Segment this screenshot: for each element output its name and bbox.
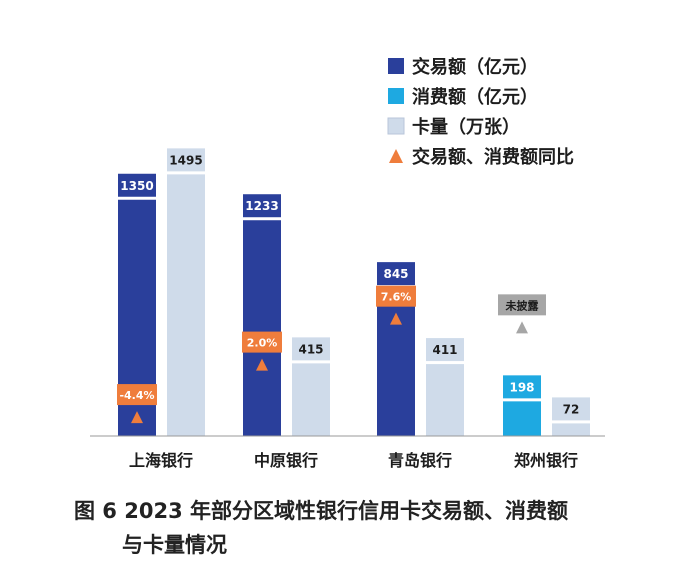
bar-cards-0 bbox=[167, 174, 205, 436]
legend-label-0: 交易额（亿元） bbox=[412, 56, 538, 78]
data-label-primary-0: 1350 bbox=[120, 179, 153, 193]
data-label-cards-1: 415 bbox=[298, 342, 323, 356]
caption-line-1: 图 6 2023 年部分区域性银行信用卡交易额、消费额 bbox=[74, 499, 568, 523]
chart-svg: 交易额（亿元） 消费额（亿元） 卡量（万张） 交易额、消费额同比 1350 1495 -4… bbox=[90, 56, 605, 470]
legend-swatch-1 bbox=[388, 88, 404, 104]
yoy-marker-0 bbox=[131, 411, 143, 424]
yoy-marker-2 bbox=[390, 312, 402, 325]
data-label-primary-1-bg bbox=[243, 194, 281, 218]
data-label-primary-3: 198 bbox=[509, 380, 534, 394]
yoy-label-bg-0 bbox=[117, 384, 157, 406]
yoy-label-bg-2 bbox=[376, 285, 416, 307]
data-label-cards-3-bg bbox=[552, 397, 590, 421]
bars-layer: 1350 1495 -4.4% 1233 415 2.0% 845 411 7.6% 198 72 未… bbox=[117, 148, 590, 436]
legend-swatch-2 bbox=[387, 117, 405, 135]
bar-cards-1 bbox=[292, 363, 330, 436]
yoy-marker-1 bbox=[256, 358, 268, 371]
yoy-label-0: -4.4% bbox=[119, 389, 154, 402]
data-label-primary-3-bg bbox=[503, 375, 541, 399]
bar-cards-2 bbox=[426, 364, 464, 436]
data-label-primary-0-bg bbox=[118, 173, 156, 197]
data-label-cards-0: 1495 bbox=[169, 153, 202, 167]
legend-label-3: 交易额、消费额同比 bbox=[412, 146, 574, 168]
figure-caption: 图 6 2023 年部分区域性银行信用卡交易额、消费额 与卡量情况 bbox=[74, 494, 674, 562]
data-label-cards-3: 72 bbox=[563, 402, 580, 416]
data-label-cards-1-bg bbox=[292, 337, 330, 361]
legend-swatch-3 bbox=[389, 149, 403, 163]
data-label-primary-2-bg bbox=[377, 262, 415, 286]
data-label-cards-2-bg bbox=[426, 338, 464, 362]
yoy-label-bg-1 bbox=[242, 331, 282, 353]
x-tick-label-0: 上海银行 bbox=[129, 451, 193, 470]
legend: 交易额（亿元） 消费额（亿元） 卡量（万张） 交易额、消费额同比 bbox=[387, 56, 574, 168]
bar-cards-3 bbox=[552, 423, 590, 436]
yoy-label-2: 7.6% bbox=[381, 291, 412, 304]
bar-transaction-2 bbox=[377, 288, 415, 436]
x-tick-label-1: 中原银行 bbox=[254, 451, 318, 470]
legend-swatch-0 bbox=[388, 58, 404, 74]
bar-transaction-1 bbox=[243, 220, 281, 436]
yoy-label-1: 2.0% bbox=[247, 337, 278, 350]
yoy-label-bg-3 bbox=[498, 294, 546, 316]
data-label-cards-0-bg bbox=[167, 148, 205, 172]
x-tick-label-3: 郑州银行 bbox=[514, 451, 578, 470]
yoy-marker-3 bbox=[516, 321, 528, 334]
data-label-primary-2: 845 bbox=[383, 267, 408, 281]
yoy-label-3: 未披露 bbox=[505, 298, 540, 312]
data-label-primary-1: 1233 bbox=[245, 199, 278, 213]
x-tick-label-2: 青岛银行 bbox=[388, 451, 452, 470]
bar-consumption-3 bbox=[503, 401, 541, 436]
legend-label-2: 卡量（万张） bbox=[412, 116, 520, 138]
x-axis-labels: 上海银行 中原银行 青岛银行 郑州银行 bbox=[129, 451, 578, 470]
legend-label-1: 消费额（亿元） bbox=[412, 86, 538, 108]
caption-line-2: 与卡量情况 bbox=[122, 533, 227, 557]
data-label-cards-2: 411 bbox=[432, 343, 457, 357]
